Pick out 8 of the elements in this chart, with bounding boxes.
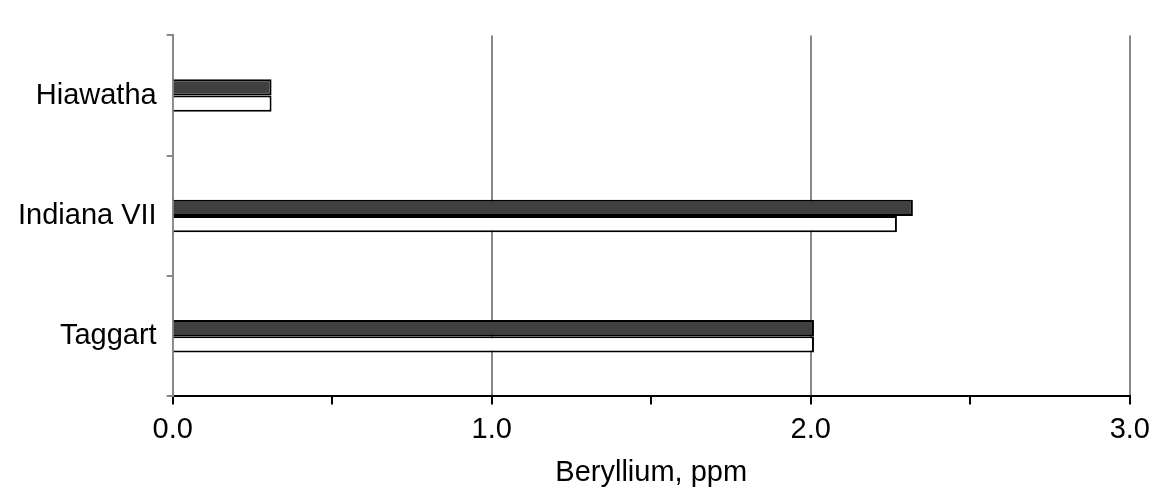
x-axis-title: Beryllium, ppm (555, 454, 748, 487)
x-tick-label: 0.0 (152, 411, 193, 444)
x-tick-label: 1.0 (471, 411, 512, 444)
x-tick-label: 3.0 (1109, 411, 1151, 444)
y-tick-label: Indiana VII (18, 197, 157, 230)
x-tick-label: 2.0 (790, 411, 831, 444)
y-tick-label: Hiawatha (35, 77, 158, 110)
y-tick-label: Taggart (59, 318, 157, 351)
